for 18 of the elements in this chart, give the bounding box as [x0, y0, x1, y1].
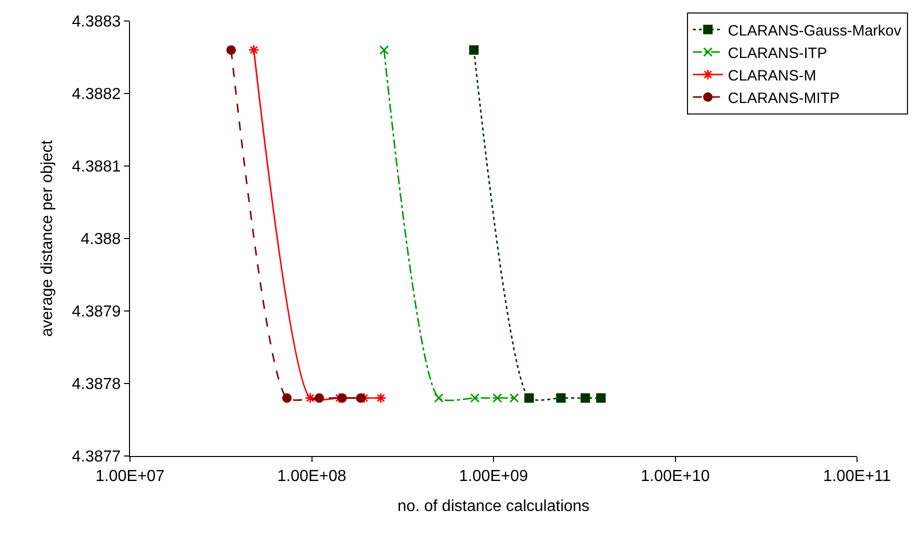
x-tick-label: 1.00E+10 — [640, 468, 710, 486]
legend-label: CLARANS-MITP — [728, 90, 840, 107]
y-tick-label: 4.388 — [80, 231, 121, 248]
x-axis-title: no. of distance calculations — [397, 498, 590, 515]
x-tick-label: 1.00E+08 — [277, 468, 346, 486]
y-tick-label: 4.3877 — [72, 448, 121, 466]
legend-label: CLARANS-ITP — [728, 44, 828, 62]
x-tick-label: 1.00E+07 — [96, 468, 165, 486]
y-tick-label: 4.3883 — [72, 14, 121, 31]
legend-label: CLARANS-Gauss-Markov — [728, 22, 902, 40]
y-axis-title: average distance per object — [38, 140, 56, 337]
y-tick-label: 4.3879 — [72, 304, 121, 321]
y-tick-label: 4.3882 — [72, 86, 121, 104]
legend-label: CLARANS-M — [728, 67, 816, 84]
y-tick-label: 4.3878 — [72, 376, 121, 394]
x-tick-label: 1.00E+09 — [459, 468, 528, 486]
x-tick-label: 1.00E+11 — [823, 468, 891, 486]
y-tick-label: 4.3881 — [72, 158, 121, 176]
